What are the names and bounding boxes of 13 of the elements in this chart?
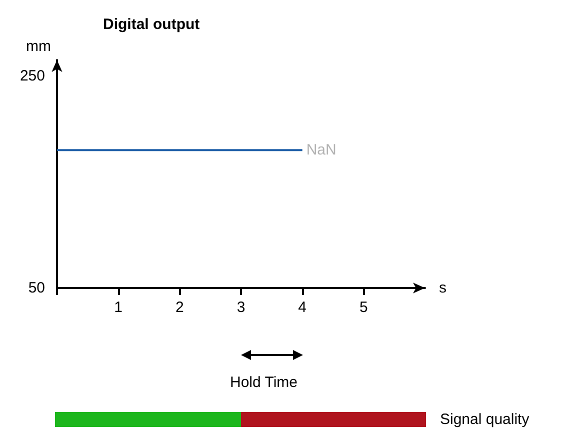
text: Signal quality: [440, 411, 530, 429]
text: Hold Time: [230, 374, 298, 392]
x-tick-label: 5: [359, 299, 368, 316]
x-axis-title: s: [439, 280, 446, 296]
x-tick-label: 3: [236, 299, 246, 316]
x-tick-label: 2: [175, 299, 184, 316]
y-axis-title: mm: [26, 38, 51, 55]
x-tick-label: 1: [114, 299, 123, 316]
annotation: NaN: [306, 142, 336, 159]
chart-title: Digital output: [103, 16, 200, 33]
y-tick-label: 50: [28, 280, 45, 296]
y-tick-label: 250: [20, 67, 45, 84]
x-tick-label: 4: [298, 299, 307, 316]
